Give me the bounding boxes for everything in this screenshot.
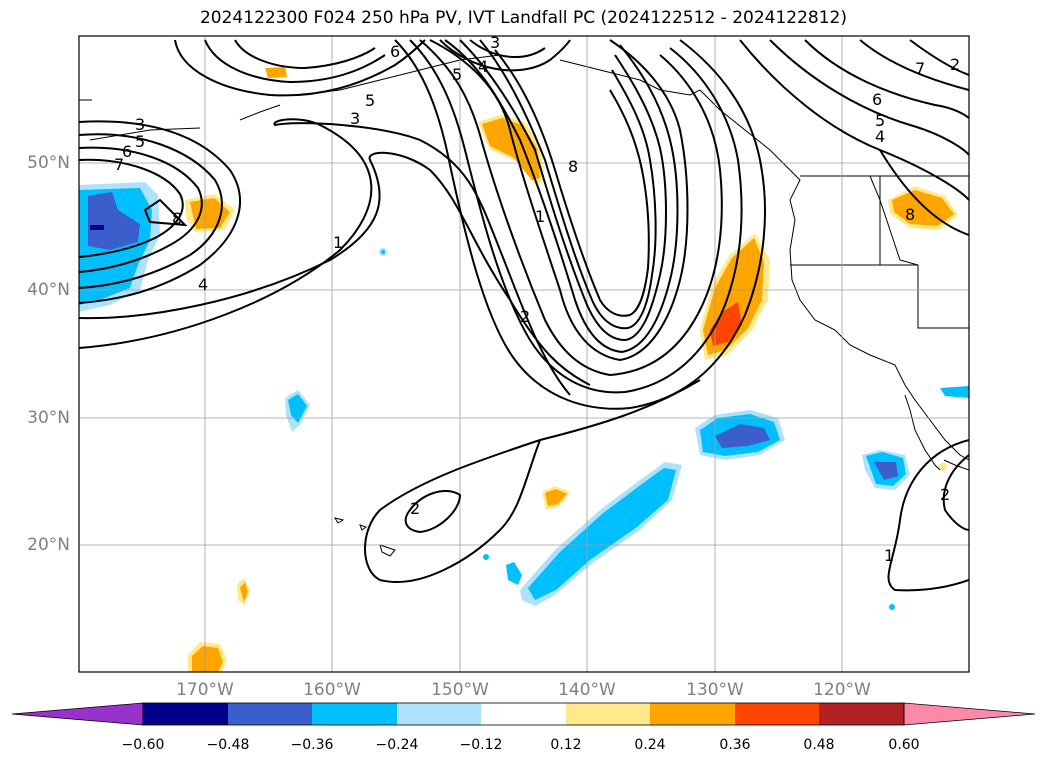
colorbar-segment bbox=[735, 703, 819, 725]
colorbar-tick: 0.24 bbox=[634, 737, 666, 753]
contour-label: 5 bbox=[365, 91, 375, 110]
colorbar-segment bbox=[819, 703, 904, 725]
colorbar-segment bbox=[228, 703, 312, 725]
contour-label: 2 bbox=[520, 307, 530, 326]
lat-label-50n: 50°N bbox=[27, 153, 70, 173]
colorbar-tick: 0.12 bbox=[550, 737, 582, 753]
contour-label: 6 bbox=[122, 142, 132, 161]
colorbar-tick: 0.60 bbox=[888, 737, 920, 753]
colorbar-segment bbox=[397, 703, 481, 725]
contour-label: 8 bbox=[905, 205, 915, 224]
lat-label-20n: 20°N bbox=[27, 535, 70, 555]
contour-label: 5 bbox=[135, 132, 145, 151]
lon-label-140w: 140°W bbox=[558, 680, 616, 700]
contour-label: 4 bbox=[198, 275, 208, 294]
pv-contours bbox=[79, 39, 969, 592]
contour-label: 8 bbox=[568, 157, 578, 176]
contour-label: 3 bbox=[490, 33, 500, 52]
lat-label-30n: 30°N bbox=[27, 408, 70, 428]
map-title: 2024122300 F024 250 hPa PV, IVT Landfall… bbox=[199, 8, 847, 28]
colorbar-tick: −0.60 bbox=[121, 737, 165, 753]
lon-label-160w: 160°W bbox=[303, 680, 361, 700]
lon-label-130w: 130°W bbox=[686, 680, 744, 700]
ivt-shading bbox=[79, 67, 969, 672]
colorbar-tick: −0.36 bbox=[290, 737, 334, 753]
lon-label-150w: 150°W bbox=[431, 680, 489, 700]
coastlines bbox=[79, 54, 969, 557]
map-panel: 3 5 6 7 8 4 1 2 6 5 4 3 5 3 8 1 2 2 7 6 … bbox=[79, 33, 969, 672]
colorbar-segment bbox=[143, 703, 228, 725]
contour-label: 2 bbox=[940, 485, 950, 504]
colorbar-segment bbox=[481, 703, 566, 725]
colorbar-extend-low bbox=[11, 702, 144, 726]
contour-label: 8 bbox=[172, 209, 182, 228]
contour-label: 4 bbox=[478, 57, 488, 76]
colorbar bbox=[11, 702, 1036, 726]
contour-label: 5 bbox=[452, 65, 462, 84]
contour-label: 3 bbox=[135, 115, 145, 134]
lon-label-170w: 170°W bbox=[176, 680, 234, 700]
lat-label-40n: 40°N bbox=[27, 280, 70, 300]
colorbar-segment bbox=[566, 703, 650, 725]
colorbar-tick: −0.24 bbox=[375, 737, 419, 753]
lon-label-120w: 120°W bbox=[813, 680, 871, 700]
colorbar-segment bbox=[650, 703, 735, 725]
contour-label: 5 bbox=[875, 111, 885, 130]
contour-label: 6 bbox=[872, 90, 882, 109]
contour-label: 3 bbox=[350, 109, 360, 128]
colorbar-tick: 0.36 bbox=[719, 737, 751, 753]
contour-label: 7 bbox=[114, 155, 124, 174]
contour-label: 1 bbox=[535, 207, 545, 226]
contour-label: 6 bbox=[390, 42, 400, 61]
pv-contour-labels: 3 5 6 7 8 4 1 2 6 5 4 3 5 3 8 1 2 2 7 6 … bbox=[114, 33, 960, 565]
contour-label: 1 bbox=[333, 233, 343, 252]
colorbar-tick: 0.48 bbox=[803, 737, 835, 753]
contour-label: 1 bbox=[884, 546, 894, 565]
contour-label: 2 bbox=[410, 499, 420, 518]
contour-label: 2 bbox=[950, 55, 960, 74]
contour-label: 7 bbox=[915, 59, 925, 78]
colorbar-tick: −0.48 bbox=[206, 737, 250, 753]
map-frame bbox=[78, 35, 970, 673]
colorbar-extend-high bbox=[903, 702, 1036, 726]
contour-label: 4 bbox=[875, 127, 885, 146]
colorbar-segment bbox=[312, 703, 397, 725]
colorbar-tick: −0.12 bbox=[459, 737, 503, 753]
